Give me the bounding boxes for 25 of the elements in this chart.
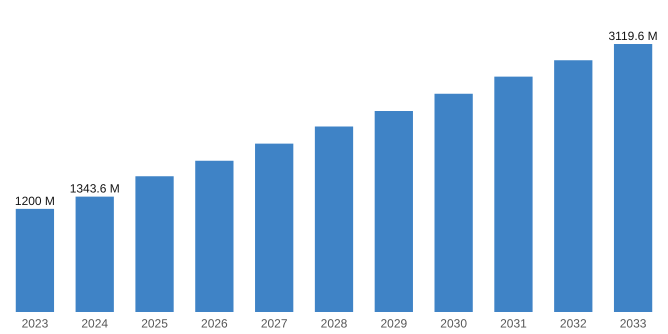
x-tick-label: 2033 — [620, 316, 647, 330]
x-tick-label: 2027 — [260, 316, 288, 330]
x-tick-label: 2023 — [22, 316, 49, 330]
x-tick-label: 2032 — [560, 316, 587, 330]
bar — [16, 208, 54, 312]
x-tick-label: 2030 — [440, 316, 468, 330]
x-tick-label: 2024 — [81, 316, 108, 330]
bar — [76, 196, 114, 312]
x-tick-label: 2025 — [141, 316, 168, 330]
bar — [314, 126, 354, 312]
bar — [494, 76, 533, 312]
x-tick-label: 2028 — [320, 316, 348, 330]
x-tick-label: 2029 — [380, 316, 408, 330]
bar — [195, 160, 234, 312]
data-label: 3119.6 M — [608, 29, 658, 43]
x-tick-label: 2031 — [500, 316, 528, 330]
data-label: 1200 M — [14, 194, 55, 208]
bar — [614, 44, 652, 312]
bar — [255, 144, 294, 312]
x-tick-label: 2026 — [201, 316, 228, 330]
bar — [434, 94, 473, 312]
data-label: 1343.6 M — [70, 182, 120, 196]
bar — [374, 110, 413, 312]
bar — [554, 60, 592, 312]
bar — [135, 176, 174, 312]
